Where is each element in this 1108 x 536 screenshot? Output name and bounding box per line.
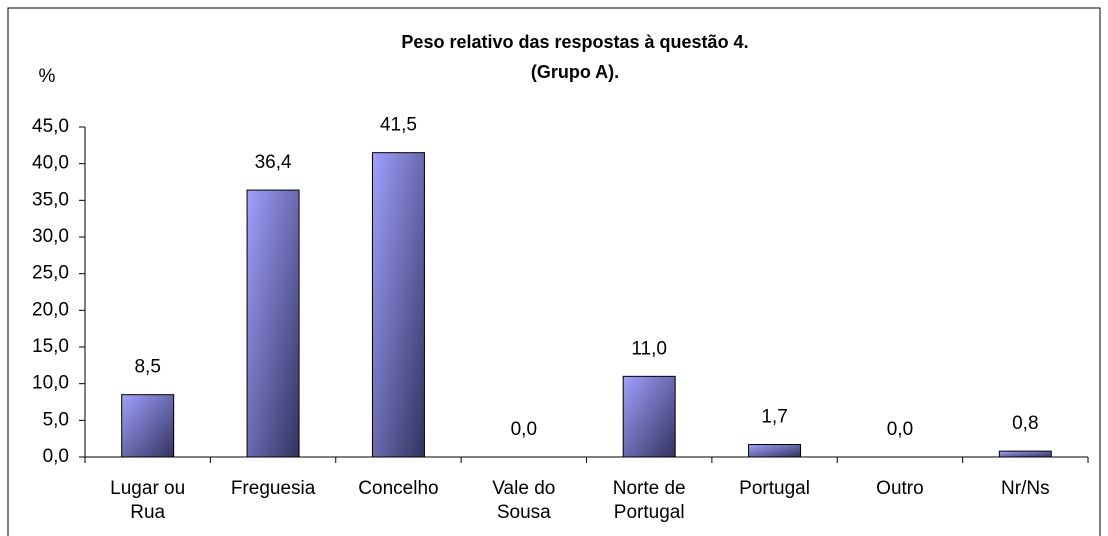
x-tick-label: Concelho [358, 478, 438, 499]
bar [371, 152, 425, 458]
y-tick-label: 45,0 [32, 116, 69, 137]
value-label: 11,0 [631, 338, 667, 359]
y-tick-label: 0,0 [43, 446, 69, 467]
x-tick-label: Outro [876, 478, 924, 499]
value-label: 41,5 [380, 115, 417, 136]
y-tick-label: 30,0 [32, 226, 69, 247]
y-tick-label: 15,0 [32, 336, 69, 357]
value-label: 36,4 [255, 152, 292, 173]
value-label: 0,8 [1012, 413, 1038, 434]
y-tick-label: 40,0 [32, 153, 69, 174]
y-axis-label: % [39, 66, 56, 87]
bar [748, 444, 802, 458]
chart-subtitle: (Grupo A). [531, 62, 619, 82]
x-tick-label: Vale do Sousa [492, 478, 555, 523]
x-tick-label: Portugal [739, 478, 810, 499]
bar [622, 375, 676, 458]
value-label: 0,0 [511, 419, 537, 440]
chart-title: Peso relativo das respostas à questão 4. [401, 32, 748, 52]
bar [121, 394, 175, 458]
y-tick-label: 10,0 [32, 373, 69, 394]
value-label: 0,0 [887, 419, 913, 440]
x-tick-label: Lugar ou Rua [110, 478, 185, 523]
y-tick-label: 5,0 [43, 409, 69, 430]
bar [246, 189, 300, 458]
value-label: 1,7 [761, 407, 787, 428]
chart-frame [7, 7, 1101, 536]
bar [998, 450, 1052, 458]
x-tick-label: Freguesia [231, 478, 316, 499]
x-tick-label: Norte de Portugal [613, 478, 686, 523]
value-label: 8,5 [134, 357, 160, 378]
y-tick-label: 35,0 [32, 189, 69, 210]
y-tick-label: 20,0 [32, 299, 69, 320]
y-tick-label: 25,0 [32, 263, 69, 284]
x-tick-label: Nr/Ns [1001, 478, 1050, 499]
